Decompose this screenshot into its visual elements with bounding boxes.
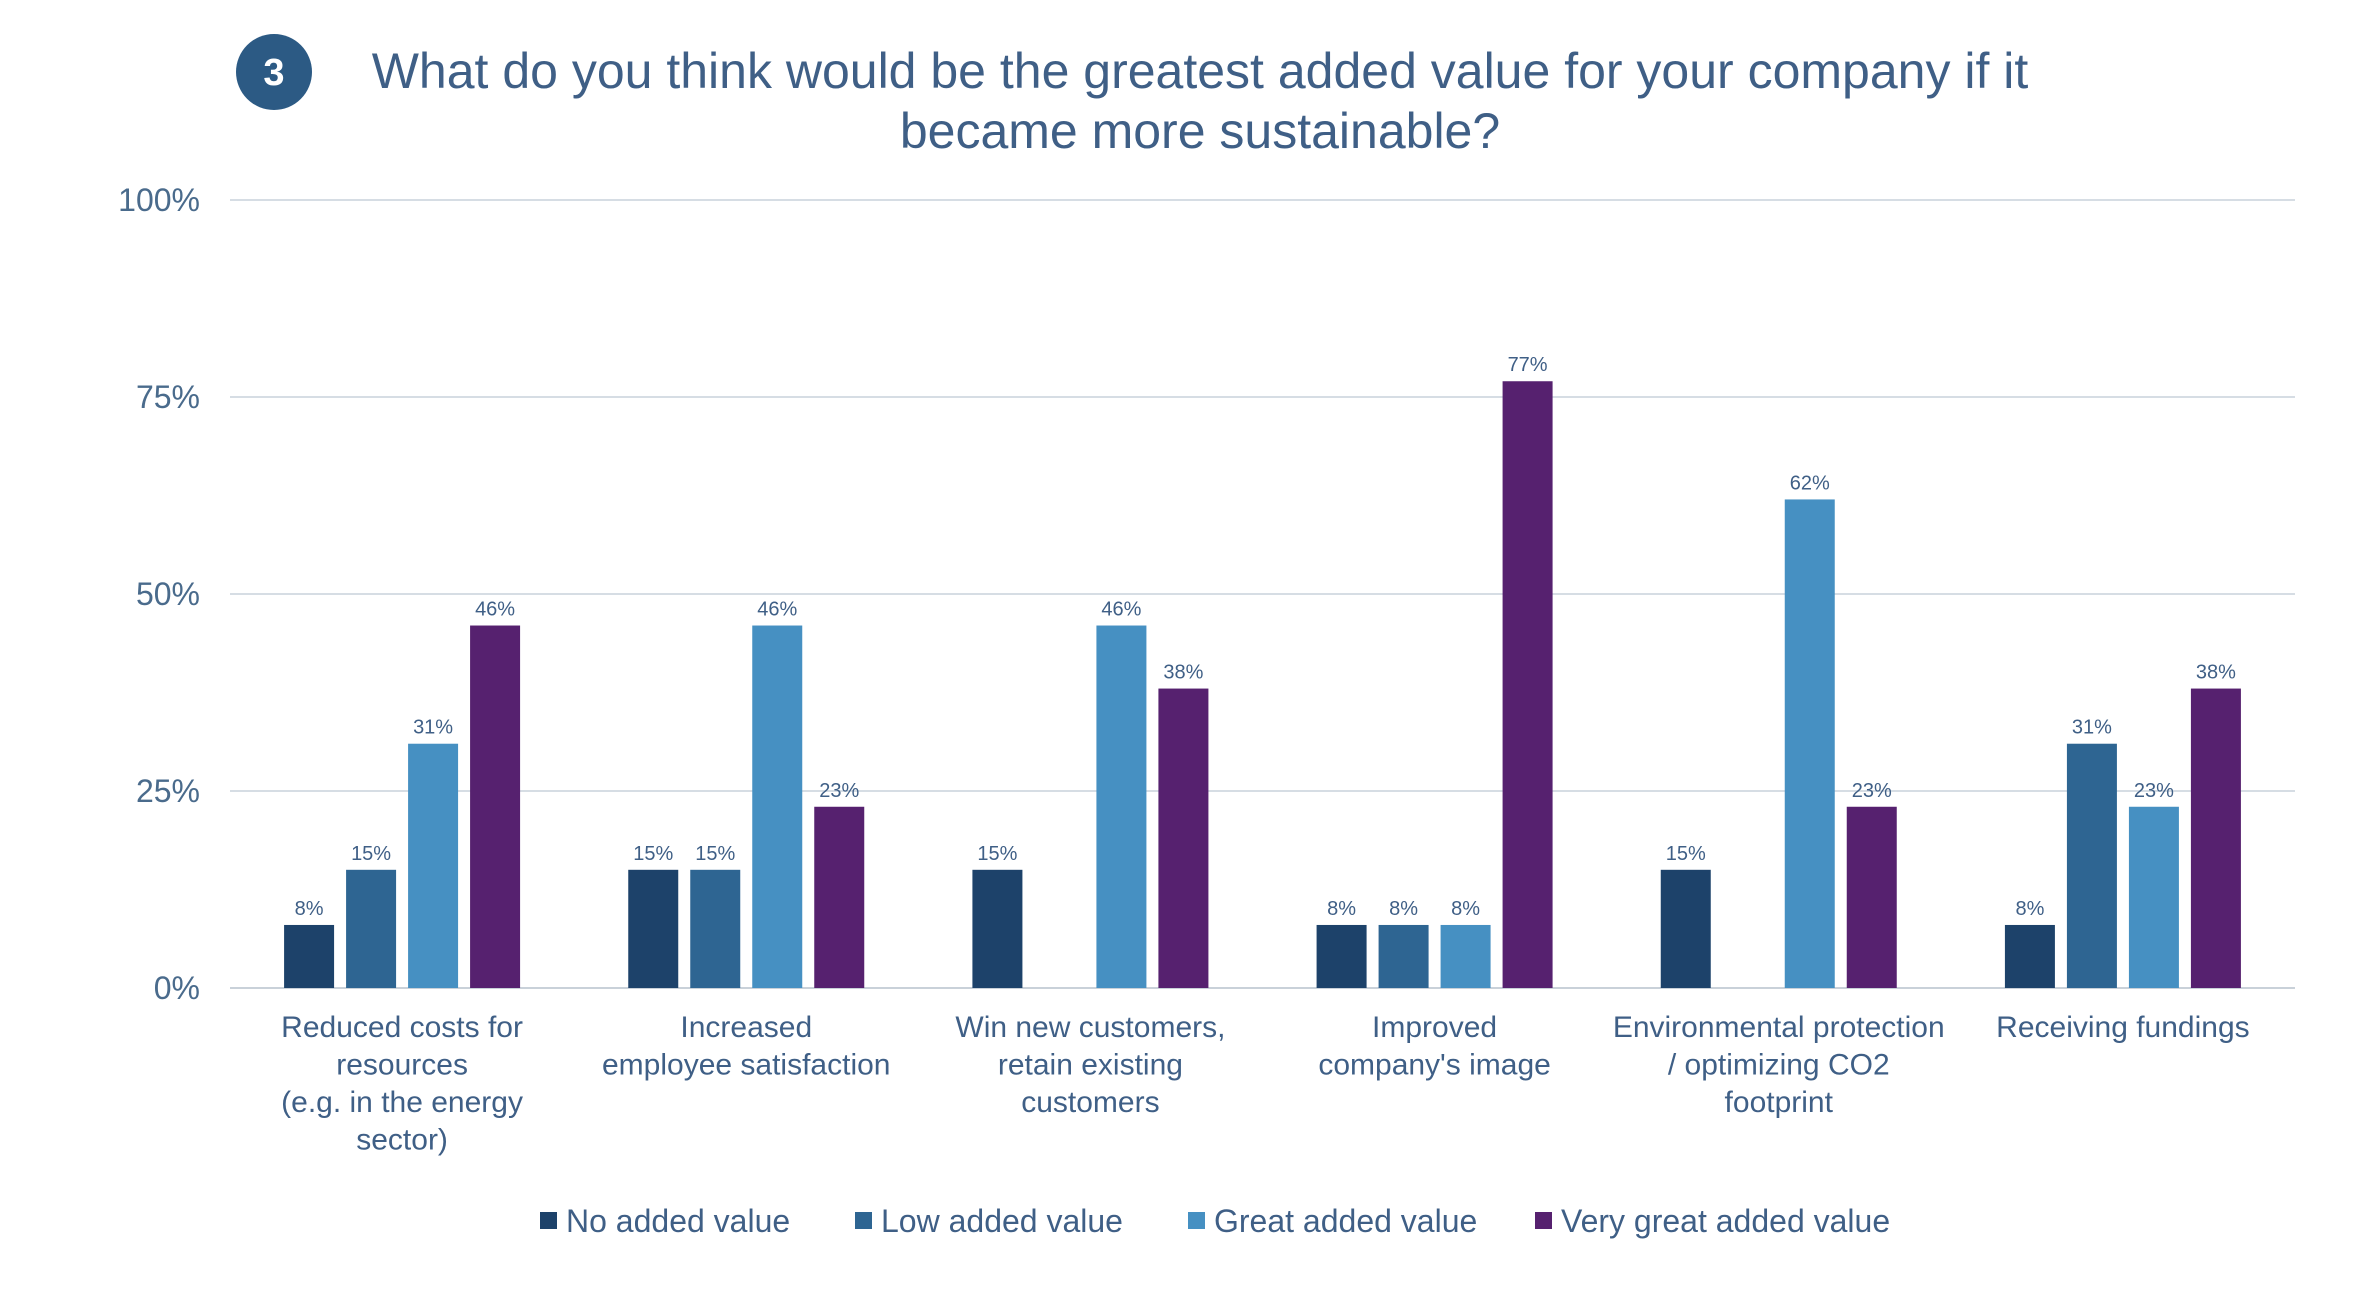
category-label: sector) bbox=[356, 1124, 448, 1157]
legend-label: Very great added value bbox=[1561, 1203, 1890, 1239]
bar-data-label: 8% bbox=[2015, 898, 2044, 920]
y-tick-label: 25% bbox=[136, 773, 200, 809]
bar-data-label: 62% bbox=[1790, 472, 1830, 494]
bar-data-label: 8% bbox=[1451, 898, 1480, 920]
bar bbox=[2004, 924, 2055, 988]
bar bbox=[2190, 688, 2241, 988]
legend-label: No added value bbox=[566, 1203, 790, 1239]
bar bbox=[972, 869, 1023, 988]
bar-data-label: 8% bbox=[1327, 898, 1356, 920]
bar bbox=[1096, 625, 1147, 988]
bar-data-label: 31% bbox=[413, 717, 453, 739]
bar bbox=[2066, 743, 2117, 988]
bar bbox=[1316, 924, 1367, 988]
category-label: Increased bbox=[680, 1011, 812, 1044]
bar bbox=[690, 869, 741, 988]
bar-data-label: 23% bbox=[819, 780, 859, 802]
category-label: / optimizing CO2 bbox=[1668, 1049, 1890, 1082]
y-tick-label: 100% bbox=[118, 182, 200, 218]
bar bbox=[2128, 806, 2179, 988]
bar-data-label: 23% bbox=[1852, 780, 1892, 802]
badge-number: 3 bbox=[263, 52, 284, 94]
y-tick-label: 50% bbox=[136, 576, 200, 612]
bar bbox=[1846, 806, 1897, 988]
category-label: footprint bbox=[1725, 1086, 1834, 1119]
bar bbox=[346, 869, 397, 988]
bar bbox=[1378, 924, 1429, 988]
legend-swatch bbox=[855, 1212, 872, 1229]
bar bbox=[1440, 924, 1491, 988]
bar-data-label: 46% bbox=[757, 599, 797, 621]
gridlines bbox=[230, 199, 2295, 989]
bar-data-label: 77% bbox=[1508, 354, 1548, 376]
category-label: Improved bbox=[1372, 1011, 1497, 1044]
legend-label: Great added value bbox=[1214, 1203, 1477, 1239]
legend: No added value Low added value Great added… bbox=[540, 1203, 1890, 1239]
category-label: retain existing bbox=[998, 1049, 1183, 1082]
category-label: Win new customers, bbox=[955, 1011, 1225, 1044]
legend-swatch bbox=[1535, 1212, 1552, 1229]
bar-data-label: 15% bbox=[1666, 843, 1706, 865]
legend-swatch bbox=[1188, 1212, 1205, 1229]
category-label: (e.g. in the energy bbox=[281, 1086, 523, 1119]
bar bbox=[1158, 688, 1209, 988]
bar-data-label: 15% bbox=[351, 843, 391, 865]
bar-data-label: 46% bbox=[475, 599, 515, 621]
bar bbox=[1660, 869, 1711, 988]
category-label: customers bbox=[1021, 1086, 1159, 1119]
bar-data-label: 8% bbox=[1389, 898, 1418, 920]
bar-data-label: 46% bbox=[1101, 599, 1141, 621]
bar bbox=[284, 924, 335, 988]
bar-labels: 8% 15% 31% 46% 15% 15% 46% 23% 15% 46% 38% 8% 8% 8% 77… bbox=[295, 354, 2237, 920]
bar-data-label: 15% bbox=[633, 843, 673, 865]
category-label: Environmental protection bbox=[1613, 1011, 1945, 1044]
legend-swatch bbox=[540, 1212, 557, 1229]
category-label: employee satisfaction bbox=[602, 1049, 891, 1082]
bar bbox=[814, 806, 865, 988]
bar-data-label: 15% bbox=[695, 843, 735, 865]
bar-data-label: 38% bbox=[2196, 662, 2236, 684]
bar-data-label: 8% bbox=[295, 898, 324, 920]
category-label: company's image bbox=[1318, 1049, 1551, 1082]
category-labels: Reduced costs for resources (e.g. in the e… bbox=[281, 1011, 2249, 1157]
bar bbox=[628, 869, 679, 988]
legend-label: Low added value bbox=[881, 1203, 1123, 1239]
y-axis-ticks: 0% 25% 50% 75% 100% bbox=[118, 182, 200, 1006]
chart-title-line-1: What do you think would be the greatest … bbox=[372, 43, 2029, 99]
bar bbox=[470, 625, 521, 988]
badge-circle bbox=[236, 34, 312, 110]
category-label: resources bbox=[336, 1049, 468, 1082]
bar bbox=[752, 625, 803, 988]
bar bbox=[408, 743, 459, 988]
chart-title-line-2: became more sustainable? bbox=[900, 103, 1500, 159]
question-badge: 3 bbox=[236, 34, 312, 110]
bar bbox=[1502, 381, 1553, 988]
category-label: Receiving fundings bbox=[1996, 1011, 2250, 1044]
category-label: Reduced costs for bbox=[281, 1011, 523, 1044]
bar-data-label: 31% bbox=[2072, 717, 2112, 739]
bar-data-label: 38% bbox=[1163, 662, 1203, 684]
bar bbox=[1784, 499, 1835, 988]
bar-data-label: 15% bbox=[977, 843, 1017, 865]
bar-data-label: 23% bbox=[2134, 780, 2174, 802]
y-tick-label: 0% bbox=[154, 970, 200, 1006]
y-tick-label: 75% bbox=[136, 379, 200, 415]
bars bbox=[284, 381, 2241, 988]
